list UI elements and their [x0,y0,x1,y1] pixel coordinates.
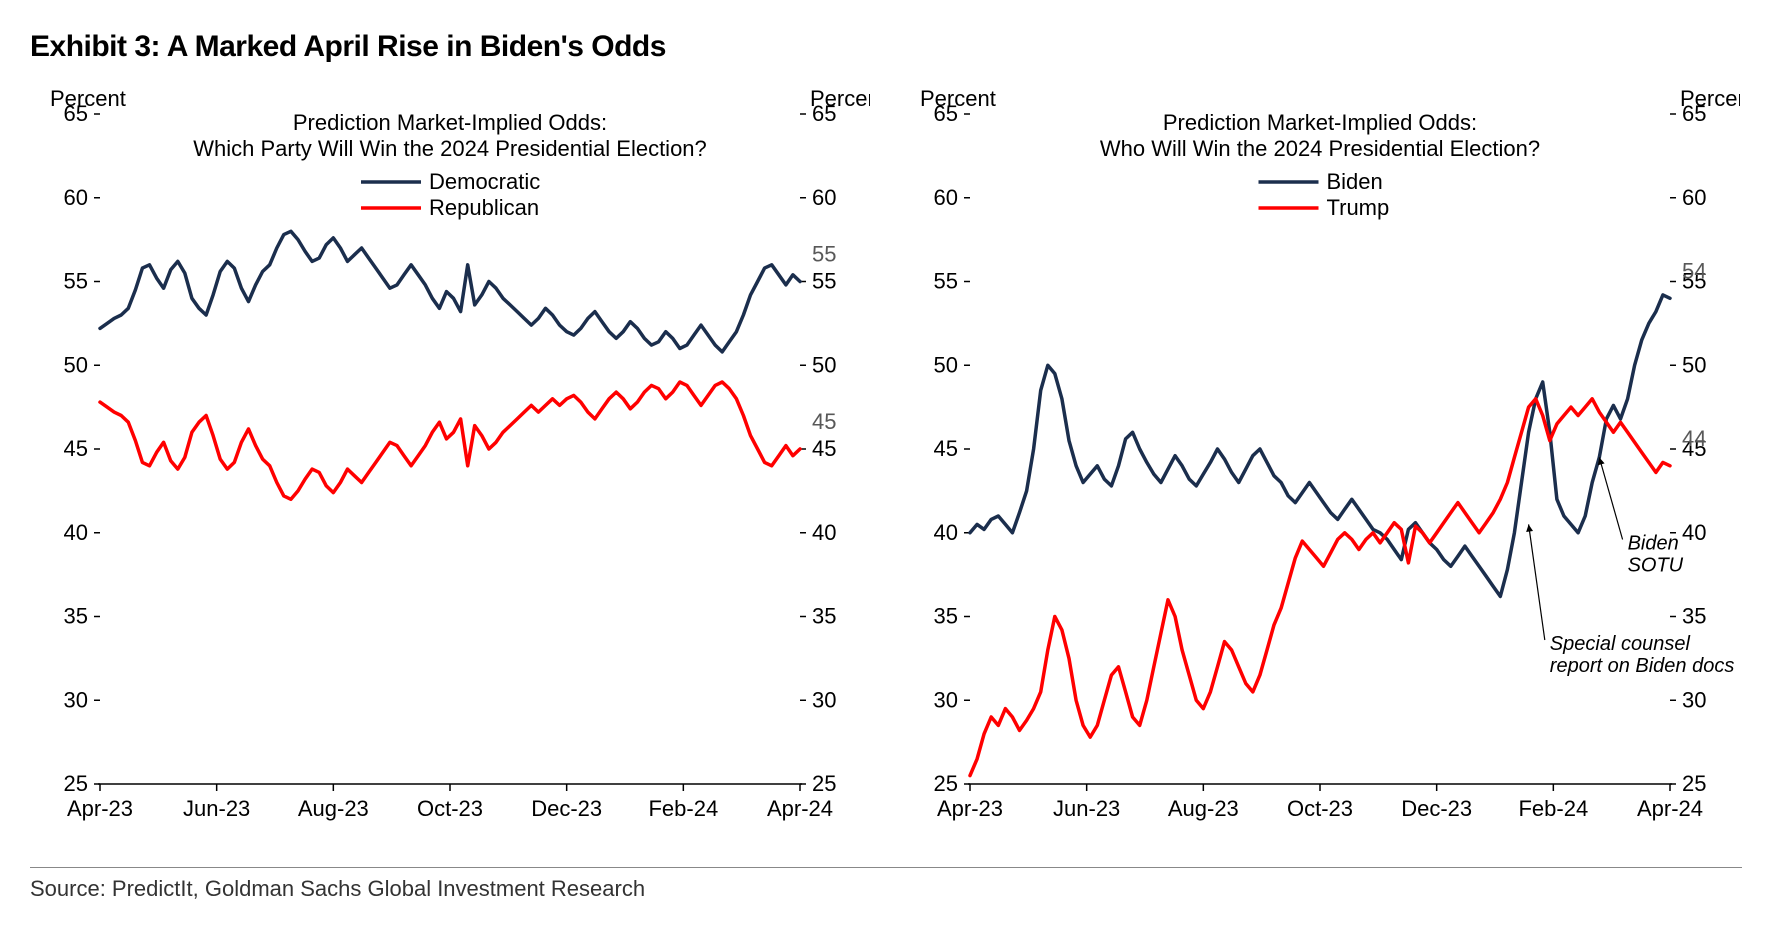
footer-rule [30,867,1742,868]
svg-text:Biden: Biden [1327,169,1383,194]
charts-row: PercentPercent25253030353540404545505055… [30,84,1742,849]
svg-text:60: 60 [64,185,88,210]
svg-text:Jun-23: Jun-23 [183,796,250,821]
svg-text:30: 30 [64,687,88,712]
svg-text:50: 50 [64,352,88,377]
svg-text:30: 30 [812,687,836,712]
chart-right: PercentPercent25253030353540404545505055… [900,84,1740,844]
svg-text:50: 50 [934,352,958,377]
svg-text:Dec-23: Dec-23 [531,796,602,821]
svg-text:Oct-23: Oct-23 [417,796,483,821]
exhibit-title: Exhibit 3: A Marked April Rise in Biden'… [30,30,1742,64]
svg-text:45: 45 [934,436,958,461]
svg-text:60: 60 [1682,185,1706,210]
svg-text:Apr-23: Apr-23 [937,796,1003,821]
svg-text:Prediction Market-Implied Odds: Prediction Market-Implied Odds: [1163,110,1477,135]
svg-text:Special counsel: Special counsel [1550,633,1691,655]
svg-text:65: 65 [64,101,88,126]
svg-text:55: 55 [64,269,88,294]
svg-text:65: 65 [934,101,958,126]
svg-text:54: 54 [1682,258,1706,283]
svg-text:35: 35 [934,604,958,629]
svg-text:Feb-24: Feb-24 [648,796,718,821]
svg-text:55: 55 [812,269,836,294]
svg-text:Aug-23: Aug-23 [1168,796,1239,821]
svg-text:35: 35 [64,604,88,629]
chart-left: PercentPercent25253030353540404545505055… [30,84,870,844]
svg-text:Which Party Will Win the 2024: Which Party Will Win the 2024 Presidenti… [193,136,707,161]
svg-text:40: 40 [1682,520,1706,545]
svg-text:30: 30 [934,687,958,712]
svg-text:Aug-23: Aug-23 [298,796,369,821]
svg-text:60: 60 [934,185,958,210]
svg-text:55: 55 [934,269,958,294]
svg-text:44: 44 [1682,426,1706,451]
svg-text:40: 40 [64,520,88,545]
chart-left-wrap: PercentPercent25253030353540404545505055… [30,84,870,849]
svg-text:25: 25 [1682,771,1706,796]
svg-text:45: 45 [812,409,836,434]
svg-text:60: 60 [812,185,836,210]
svg-text:45: 45 [64,436,88,461]
svg-text:40: 40 [934,520,958,545]
svg-text:65: 65 [812,101,836,126]
svg-text:Trump: Trump [1327,195,1390,220]
svg-text:40: 40 [812,520,836,545]
svg-text:Jun-23: Jun-23 [1053,796,1120,821]
svg-text:25: 25 [64,771,88,796]
svg-text:Oct-23: Oct-23 [1287,796,1353,821]
svg-text:Who Will Win the 2024 Presiden: Who Will Win the 2024 Presidential Elect… [1100,136,1540,161]
svg-text:report on Biden docs: report on Biden docs [1550,655,1735,677]
svg-text:30: 30 [1682,687,1706,712]
svg-text:50: 50 [1682,352,1706,377]
svg-text:Apr-24: Apr-24 [1637,796,1703,821]
svg-text:65: 65 [1682,101,1706,126]
svg-text:Republican: Republican [429,195,539,220]
svg-text:Democratic: Democratic [429,169,540,194]
source-line: Source: PredictIt, Goldman Sachs Global … [30,876,1742,902]
svg-text:Biden: Biden [1628,533,1679,555]
svg-text:25: 25 [812,771,836,796]
svg-text:50: 50 [812,352,836,377]
svg-text:Feb-24: Feb-24 [1518,796,1588,821]
svg-text:SOTU: SOTU [1628,555,1684,577]
svg-text:25: 25 [934,771,958,796]
svg-text:Apr-24: Apr-24 [767,796,833,821]
svg-text:35: 35 [812,604,836,629]
svg-text:35: 35 [1682,604,1706,629]
svg-text:55: 55 [812,242,836,267]
svg-text:45: 45 [812,436,836,461]
svg-text:Apr-23: Apr-23 [67,796,133,821]
svg-text:Prediction Market-Implied Odds: Prediction Market-Implied Odds: [293,110,607,135]
chart-right-wrap: PercentPercent25253030353540404545505055… [900,84,1740,849]
svg-text:Dec-23: Dec-23 [1401,796,1472,821]
